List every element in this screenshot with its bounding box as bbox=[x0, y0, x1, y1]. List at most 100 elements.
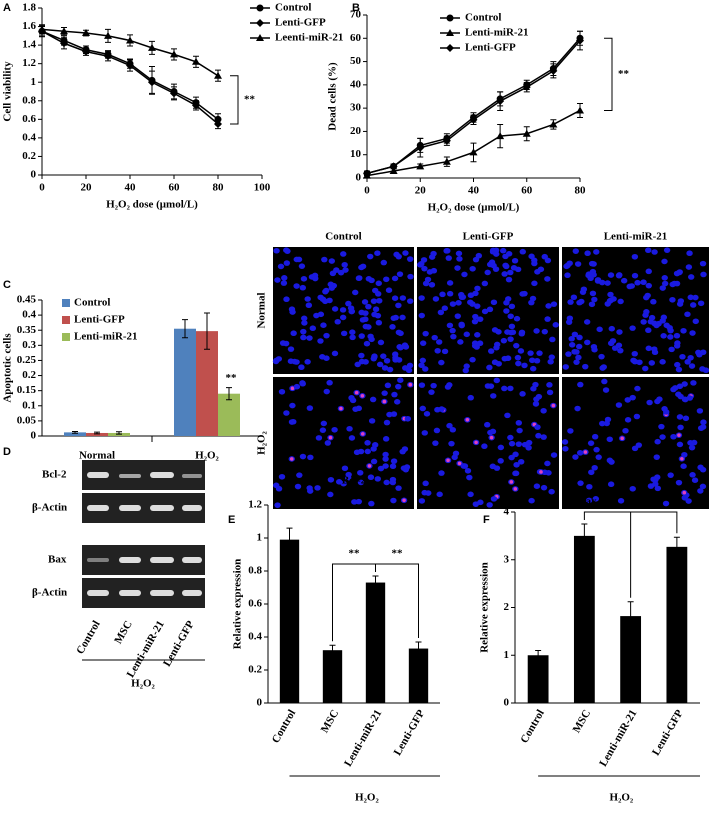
nucleus bbox=[356, 275, 363, 281]
x-tick-label: Control bbox=[270, 708, 299, 746]
nucleus bbox=[450, 333, 457, 340]
marker bbox=[126, 36, 134, 44]
nucleus bbox=[461, 271, 468, 278]
nucleus bbox=[576, 334, 583, 341]
nucleus bbox=[421, 265, 428, 272]
gel-bands bbox=[87, 472, 202, 596]
marker bbox=[549, 120, 558, 128]
nucleus bbox=[562, 364, 569, 370]
nucleus bbox=[575, 343, 583, 350]
x-tick-label: 40 bbox=[468, 185, 480, 197]
apoptotic-nucleus bbox=[620, 436, 624, 441]
nucleus bbox=[607, 291, 614, 298]
nucleus bbox=[441, 305, 448, 312]
lane-label: MSC bbox=[112, 619, 135, 646]
nucleus bbox=[585, 497, 593, 504]
nucleus bbox=[381, 390, 388, 396]
micrograph bbox=[273, 377, 414, 509]
chart-title: Bcl-2 bbox=[342, 475, 367, 487]
nucleus bbox=[477, 499, 484, 506]
band bbox=[87, 590, 109, 596]
apoptotic-nucleus bbox=[354, 390, 359, 395]
nucleus bbox=[383, 276, 390, 283]
nucleus bbox=[298, 263, 306, 269]
nucleus bbox=[593, 249, 600, 255]
nucleus bbox=[418, 382, 426, 388]
nucleus bbox=[300, 276, 308, 282]
nucleus bbox=[504, 329, 511, 335]
band bbox=[150, 472, 174, 478]
nucleus bbox=[574, 261, 582, 267]
marker bbox=[82, 29, 90, 37]
nucleus bbox=[651, 320, 658, 327]
chart-title: Bax bbox=[578, 496, 597, 508]
nucleus bbox=[582, 363, 589, 370]
nucleus bbox=[454, 313, 461, 319]
marker bbox=[549, 66, 558, 75]
x-tick-label: Lenti-miR-21 bbox=[597, 708, 639, 769]
nucleus bbox=[548, 354, 555, 360]
nucleus bbox=[328, 258, 336, 264]
y-tick-label: 1 bbox=[504, 649, 510, 661]
nucleus bbox=[298, 364, 305, 371]
nucleus bbox=[306, 488, 314, 494]
nucleus bbox=[382, 463, 389, 469]
nucleus bbox=[274, 277, 281, 283]
nucleus bbox=[516, 427, 523, 434]
nucleus bbox=[507, 385, 514, 392]
nucleus bbox=[293, 383, 301, 390]
marker bbox=[496, 132, 505, 140]
error-bar bbox=[415, 641, 422, 656]
nucleus bbox=[527, 350, 534, 356]
bar bbox=[573, 535, 595, 703]
nucleus bbox=[680, 327, 687, 334]
nucleus bbox=[484, 383, 492, 389]
nucleus bbox=[394, 398, 401, 405]
nucleus bbox=[604, 280, 611, 286]
y-tick-label: 0 bbox=[504, 697, 510, 709]
nucleus bbox=[472, 313, 479, 320]
x-tick-label: 80 bbox=[213, 182, 225, 194]
nucleus bbox=[418, 362, 425, 369]
nucleus bbox=[327, 476, 335, 483]
y-tick-label: 0.3 bbox=[22, 339, 36, 351]
band bbox=[119, 557, 141, 563]
nucleus bbox=[546, 389, 554, 396]
marker bbox=[363, 169, 371, 178]
nucleus bbox=[681, 381, 688, 387]
nucleus bbox=[458, 322, 465, 329]
band bbox=[150, 590, 174, 596]
marker bbox=[170, 89, 178, 98]
nucleus bbox=[335, 479, 343, 485]
nucleus bbox=[446, 422, 453, 429]
apoptotic-nucleus bbox=[465, 418, 470, 422]
nucleus bbox=[631, 350, 638, 357]
y-tick-label: 1.2 bbox=[22, 57, 36, 69]
nucleus bbox=[687, 354, 694, 361]
nucleus bbox=[571, 331, 579, 338]
nucleus bbox=[355, 405, 362, 412]
nucleus bbox=[536, 350, 543, 356]
y-axis-label: Relative expression bbox=[232, 559, 244, 650]
nucleus bbox=[691, 477, 699, 483]
nucleus bbox=[590, 343, 598, 350]
nucleus bbox=[312, 275, 319, 282]
nucleus bbox=[575, 354, 582, 361]
nucleus bbox=[690, 380, 697, 386]
nucleus bbox=[490, 299, 498, 306]
nucleus bbox=[391, 295, 399, 301]
nucleus bbox=[275, 356, 283, 362]
nucleus bbox=[306, 405, 314, 411]
nucleus bbox=[390, 497, 397, 504]
nucleus bbox=[503, 308, 510, 314]
nucleus bbox=[365, 276, 373, 282]
nucleus bbox=[283, 296, 290, 303]
x-tick-label: 60 bbox=[169, 182, 181, 194]
nucleus bbox=[290, 330, 297, 337]
nucleus bbox=[667, 472, 674, 478]
nucleus bbox=[288, 419, 296, 425]
nucleus bbox=[688, 444, 696, 451]
nucleus bbox=[675, 479, 683, 486]
y-tick-label: 0.2 bbox=[248, 664, 262, 676]
nucleus bbox=[424, 276, 432, 283]
